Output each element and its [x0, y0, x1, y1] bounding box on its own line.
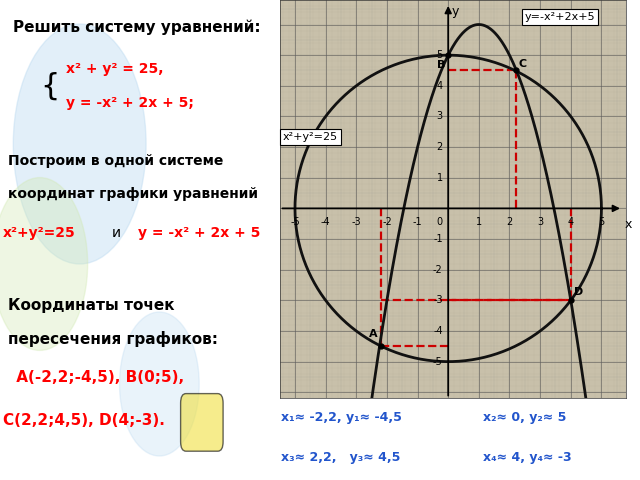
Text: 5: 5	[436, 50, 443, 60]
Circle shape	[120, 312, 199, 456]
Text: y: y	[452, 5, 460, 18]
Text: 2: 2	[506, 217, 513, 227]
Text: 4: 4	[436, 81, 443, 91]
Text: -3: -3	[351, 217, 361, 227]
Text: -1: -1	[433, 234, 443, 244]
Text: {: {	[40, 72, 60, 101]
Text: 3: 3	[436, 111, 443, 121]
Text: A(-2,2;-4,5), B(0;5),: A(-2,2;-4,5), B(0;5),	[11, 370, 184, 384]
Text: -2: -2	[433, 264, 443, 275]
Text: координат графики уравнений: координат графики уравнений	[8, 187, 258, 201]
Text: х² + у² = 25,: х² + у² = 25,	[67, 62, 164, 76]
Text: -5: -5	[290, 217, 300, 227]
Text: y = -x² + 2x + 5: y = -x² + 2x + 5	[138, 226, 260, 240]
Text: C: C	[518, 59, 527, 69]
Text: 5: 5	[598, 217, 605, 227]
Text: и: и	[111, 226, 121, 240]
Text: y=-x²+2x+5: y=-x²+2x+5	[525, 12, 595, 22]
Text: -5: -5	[433, 357, 443, 367]
Text: -4: -4	[321, 217, 330, 227]
Text: 0: 0	[436, 217, 443, 227]
FancyBboxPatch shape	[180, 394, 223, 451]
Text: у = -х² + 2х + 5;: у = -х² + 2х + 5;	[67, 96, 195, 110]
Text: -2: -2	[382, 217, 392, 227]
Text: x₄≈ 4, y₄≈ -3: x₄≈ 4, y₄≈ -3	[483, 451, 572, 465]
Text: Решить систему уравнений:: Решить систему уравнений:	[13, 19, 261, 35]
Text: x₃≈ 2,2,   y₃≈ 4,5: x₃≈ 2,2, y₃≈ 4,5	[280, 451, 400, 465]
Text: Построим в одной системе: Построим в одной системе	[8, 154, 223, 168]
Text: -4: -4	[433, 326, 443, 336]
Text: 1: 1	[476, 217, 482, 227]
Circle shape	[0, 178, 88, 350]
Text: C(2,2;4,5), D(4;-3).: C(2,2;4,5), D(4;-3).	[3, 413, 164, 428]
Text: x²+y²=25: x²+y²=25	[3, 226, 76, 240]
Text: Координаты точек: Координаты точек	[8, 298, 175, 312]
Text: -3: -3	[433, 295, 443, 305]
Text: 3: 3	[537, 217, 543, 227]
Text: A: A	[369, 329, 378, 339]
Text: x₂≈ 0, y₂≈ 5: x₂≈ 0, y₂≈ 5	[483, 411, 566, 424]
Text: B: B	[436, 60, 445, 70]
Text: 2: 2	[436, 142, 443, 152]
Text: D: D	[574, 287, 583, 297]
Text: пересечения графиков:: пересечения графиков:	[8, 331, 218, 347]
Text: x: x	[625, 217, 632, 230]
Circle shape	[13, 24, 146, 264]
Text: -1: -1	[413, 217, 422, 227]
Text: x₁≈ -2,2, y₁≈ -4,5: x₁≈ -2,2, y₁≈ -4,5	[280, 411, 401, 424]
Text: x²+y²=25: x²+y²=25	[283, 132, 338, 142]
Text: 1: 1	[436, 173, 443, 183]
Text: 4: 4	[568, 217, 574, 227]
